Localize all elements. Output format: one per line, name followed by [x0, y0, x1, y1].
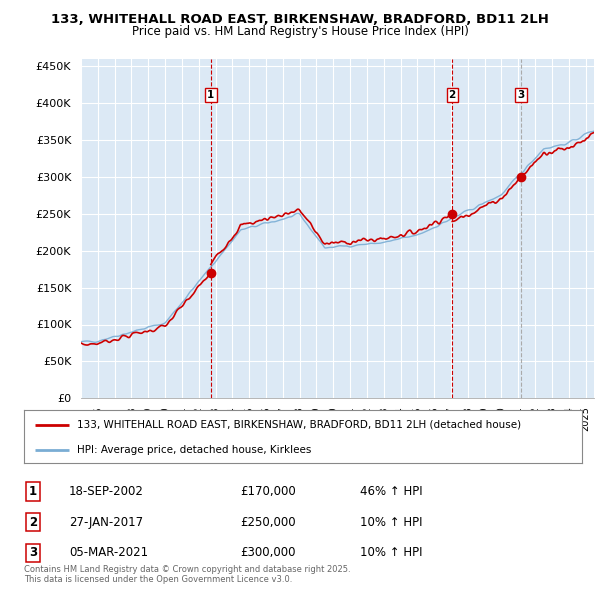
Text: £250,000: £250,000 — [240, 516, 296, 529]
Text: 05-MAR-2021: 05-MAR-2021 — [69, 546, 148, 559]
Text: 10% ↑ HPI: 10% ↑ HPI — [360, 516, 422, 529]
Text: 3: 3 — [518, 90, 525, 100]
Text: 10% ↑ HPI: 10% ↑ HPI — [360, 546, 422, 559]
Text: Contains HM Land Registry data © Crown copyright and database right 2025.
This d: Contains HM Land Registry data © Crown c… — [24, 565, 350, 584]
Text: HPI: Average price, detached house, Kirklees: HPI: Average price, detached house, Kirk… — [77, 445, 311, 455]
Text: 46% ↑ HPI: 46% ↑ HPI — [360, 485, 422, 498]
Text: 27-JAN-2017: 27-JAN-2017 — [69, 516, 143, 529]
Text: 1: 1 — [207, 90, 214, 100]
Text: Price paid vs. HM Land Registry's House Price Index (HPI): Price paid vs. HM Land Registry's House … — [131, 25, 469, 38]
Text: £300,000: £300,000 — [240, 546, 296, 559]
Text: 3: 3 — [29, 546, 37, 559]
Text: £170,000: £170,000 — [240, 485, 296, 498]
Text: 2: 2 — [449, 90, 456, 100]
Text: 2: 2 — [29, 516, 37, 529]
Text: 18-SEP-2002: 18-SEP-2002 — [69, 485, 144, 498]
Text: 1: 1 — [29, 485, 37, 498]
Text: 133, WHITEHALL ROAD EAST, BIRKENSHAW, BRADFORD, BD11 2LH (detached house): 133, WHITEHALL ROAD EAST, BIRKENSHAW, BR… — [77, 420, 521, 430]
Text: 133, WHITEHALL ROAD EAST, BIRKENSHAW, BRADFORD, BD11 2LH: 133, WHITEHALL ROAD EAST, BIRKENSHAW, BR… — [51, 13, 549, 26]
